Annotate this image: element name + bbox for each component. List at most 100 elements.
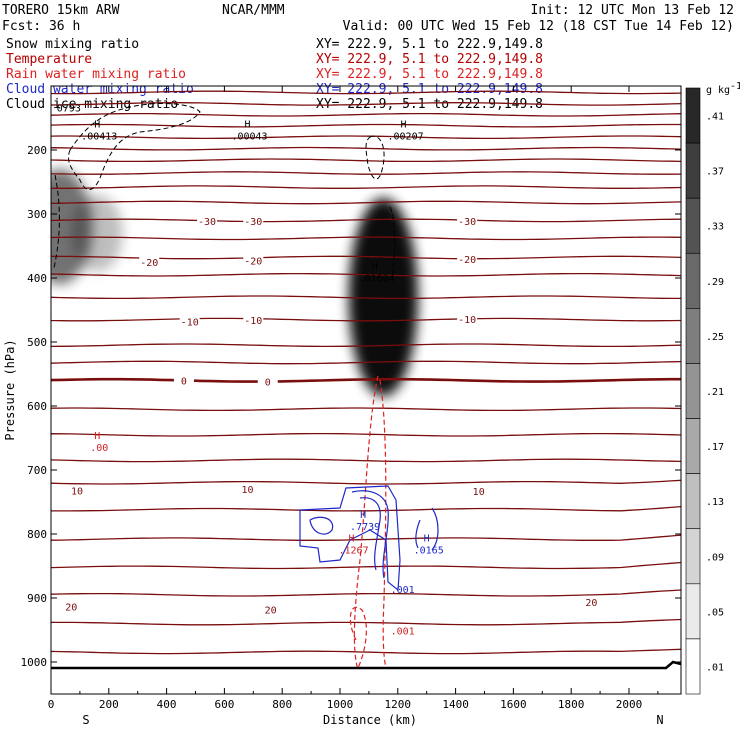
isotherm — [51, 112, 681, 117]
valid-time: Valid: 00 UTC Wed 15 Feb 12 (18 CST Tue … — [343, 19, 734, 34]
high-marker: H — [94, 431, 100, 442]
x-tick-label: 800 — [272, 698, 292, 711]
legend-xy: XY= 222.9, 5.1 to 222.9,149.8 — [316, 37, 543, 52]
isotherm-label: -20 — [458, 255, 476, 266]
x-tick-label: 200 — [99, 698, 119, 711]
isotherm — [51, 360, 681, 365]
colorbar-swatch — [685, 142, 701, 199]
legend-xy: XY= 222.9, 5.1 to 222.9,149.8 — [316, 67, 543, 82]
colorbar-label: .37 — [706, 167, 724, 178]
isotherm — [51, 200, 681, 205]
snow-contour — [389, 206, 396, 279]
isotherm-label-bg — [197, 215, 218, 227]
isotherm-label-bg — [243, 254, 264, 266]
colorbar-label: .25 — [706, 332, 724, 343]
y-tick-label: 600 — [27, 400, 47, 413]
isotherm-label: 0 — [265, 378, 271, 389]
isotherm-label: 20 — [265, 606, 277, 617]
isotherm — [51, 589, 681, 597]
isotherm — [51, 458, 681, 463]
isotherm-label-bg — [457, 312, 478, 324]
isotherm-label-bg — [457, 215, 478, 227]
isotherm — [51, 377, 681, 383]
isotherm — [51, 479, 681, 485]
isotherm — [51, 158, 681, 163]
x-tick-label: 1000 — [327, 698, 354, 711]
y-tick-label: 200 — [27, 144, 47, 157]
isotherm-label: 10 — [71, 486, 83, 497]
x-tick-label: 0 — [48, 698, 55, 711]
isotherm — [51, 90, 681, 95]
colorbar-swatch — [685, 308, 701, 364]
colorbar-label: .05 — [706, 607, 724, 618]
isotherm-label: 10 — [473, 487, 485, 498]
contour-annotation: .00.58 — [190, 59, 226, 70]
colorbar-swatch — [685, 528, 701, 585]
isotherm-label: -20 — [140, 258, 158, 269]
snow-contour — [365, 135, 385, 180]
high-marker: H — [360, 510, 366, 521]
model-title: TORERO 15km ARW — [2, 3, 120, 18]
north-label: N — [656, 713, 663, 727]
high-value: .00207 — [388, 132, 424, 143]
colorbar-swatch — [685, 197, 701, 254]
isotherm-label-bg — [243, 314, 264, 326]
isotherm-label: -30 — [458, 217, 476, 228]
colorbar-swatch — [685, 363, 701, 419]
south-label: S — [82, 713, 89, 727]
isotherm-label: 10 — [241, 485, 253, 496]
isotherm — [51, 272, 681, 277]
isotherm-label-bg — [67, 484, 88, 496]
cloud-water-contour — [299, 485, 401, 592]
isotherm — [51, 343, 681, 348]
high-marker: H — [94, 120, 100, 131]
center-title: NCAR/MMM — [222, 3, 285, 18]
x-tick-label: 2000 — [616, 698, 643, 711]
x-tick-label: 1200 — [385, 698, 412, 711]
colorbar-unit: g kg — [706, 85, 730, 96]
colorbar: .41 .37 .33 .29 .25 .21 .17 .13 .09 .05 .01 — [685, 87, 724, 695]
isotherm — [51, 648, 681, 655]
x-tick-label: 400 — [157, 698, 177, 711]
isotherm-label: 20 — [65, 602, 77, 613]
isotherm — [51, 505, 681, 512]
plot-frame — [50, 85, 682, 695]
high-marker: H — [401, 120, 407, 131]
isotherm-label-bg — [139, 256, 160, 267]
cloud-water-contour — [415, 519, 421, 549]
isotherm-label-bg — [581, 595, 602, 607]
rain-contour — [379, 379, 387, 669]
colorbar-swatch — [685, 473, 701, 530]
isotherm-label-bg — [457, 252, 478, 264]
isotherm — [51, 123, 681, 128]
cloud-water-contour — [359, 497, 381, 571]
colorbar-unit-exp: -1 — [730, 81, 740, 92]
y-tick-label: 900 — [27, 592, 47, 605]
colorbar-swatch — [685, 87, 701, 144]
x-tick-label: 1600 — [500, 698, 527, 711]
y-axis-label: Pressure (hPa) — [3, 339, 17, 440]
isotherm-label: -30 — [244, 217, 262, 228]
isotherm — [51, 135, 681, 140]
plot-area: -30 -30 -30 -20 -20 -20 -10 -10 -10 0 0 10 10 10 20 20 2… — [21, 59, 682, 711]
isotherm-label-bg — [468, 485, 489, 497]
isotherm — [51, 185, 681, 189]
y-tick-label: 700 — [27, 464, 47, 477]
high-marker: H — [424, 534, 430, 545]
high-marker: H — [349, 534, 355, 545]
legend-xy: XY= 222.9, 5.1 to 222.9,149.8 — [316, 82, 543, 97]
cloud-water-contour — [431, 507, 439, 551]
legend-entry: Temperature — [6, 52, 92, 67]
colorbar-label: .17 — [706, 442, 724, 453]
colorbar-swatch — [685, 418, 701, 474]
y-tick-label: 500 — [27, 336, 47, 349]
isotherm — [51, 102, 681, 106]
isotherm-label: -30 — [198, 217, 216, 228]
high-value: .00413 — [81, 132, 117, 143]
high-value: .01604 — [359, 274, 395, 285]
colorbar-label: .29 — [706, 277, 724, 288]
high-value: .00 — [90, 443, 108, 454]
plot-content: -30 -30 -30 -20 -20 -20 -10 -10 -10 0 0 10 10 10 20 20 2… — [51, 59, 681, 671]
colorbar-swatch — [685, 583, 701, 640]
x-tick-label: 1800 — [558, 698, 585, 711]
